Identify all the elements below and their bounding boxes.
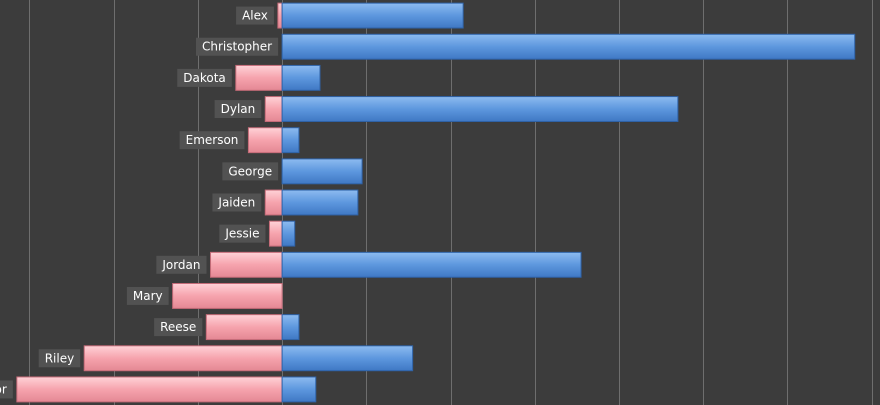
bar-negative bbox=[264, 189, 283, 216]
bar-positive bbox=[281, 376, 317, 403]
bar-negative bbox=[172, 283, 283, 309]
bar-negative bbox=[235, 64, 283, 91]
category-label-text: Christopher bbox=[202, 40, 272, 54]
label-box bbox=[212, 193, 262, 212]
category-label: Alex bbox=[236, 6, 274, 25]
label-box bbox=[126, 286, 169, 305]
category-label-text: Mary bbox=[133, 289, 163, 303]
bar-negative bbox=[210, 251, 283, 278]
category-label: Jordan bbox=[156, 255, 207, 274]
label-box bbox=[219, 224, 266, 243]
category-label: Jaiden bbox=[212, 193, 262, 212]
gridlines bbox=[29, 0, 873, 405]
label-box bbox=[177, 68, 232, 87]
category-label: Mary bbox=[126, 286, 169, 305]
bar-positive bbox=[281, 96, 679, 122]
bar-positive bbox=[281, 158, 363, 185]
category-label-text: Taylor bbox=[0, 382, 7, 396]
category-label: Emerson bbox=[179, 131, 245, 150]
label-box bbox=[196, 37, 279, 56]
category-label-text: Dylan bbox=[221, 102, 256, 116]
category-label: George bbox=[222, 162, 279, 181]
bar-positive bbox=[281, 251, 582, 278]
bar-positive bbox=[281, 64, 321, 91]
bar-positive bbox=[281, 2, 464, 29]
label-box bbox=[236, 6, 274, 25]
category-label: Dakota bbox=[177, 68, 232, 87]
bar-negative bbox=[205, 314, 283, 341]
label-box bbox=[156, 255, 207, 274]
category-label-text: Dakota bbox=[183, 71, 226, 85]
category-label-text: Alex bbox=[242, 9, 268, 23]
bar-negative bbox=[83, 345, 283, 372]
category-labels: Alex Christopher Dakota Dylan Emerson George J… bbox=[0, 6, 279, 399]
category-label-text: Jessie bbox=[224, 227, 259, 241]
category-label-text: Emerson bbox=[186, 133, 239, 147]
label-box bbox=[0, 380, 13, 399]
category-label-text: Reese bbox=[160, 320, 196, 334]
bar-positive bbox=[281, 345, 414, 372]
bar-positive bbox=[281, 127, 300, 154]
category-label-text: Jaiden bbox=[217, 196, 255, 210]
bar-negative bbox=[16, 376, 283, 403]
category-label-text: Riley bbox=[45, 351, 75, 365]
bars bbox=[16, 2, 856, 403]
category-label: Taylor bbox=[0, 380, 13, 399]
label-box bbox=[214, 100, 262, 119]
label-box bbox=[222, 162, 279, 181]
category-label: Christopher bbox=[196, 37, 279, 56]
category-label: Riley bbox=[38, 349, 81, 368]
bar-negative bbox=[277, 2, 283, 29]
category-label-text: Jordan bbox=[161, 258, 200, 272]
label-box bbox=[179, 131, 245, 150]
bar-positive bbox=[281, 33, 856, 60]
category-label-text: George bbox=[228, 164, 272, 178]
category-label: Jessie bbox=[219, 224, 266, 243]
category-label: Dylan bbox=[214, 100, 262, 119]
bar-negative bbox=[268, 220, 283, 247]
label-box bbox=[38, 349, 81, 368]
bar-negative bbox=[264, 96, 283, 122]
bar-positive bbox=[281, 314, 300, 341]
label-box bbox=[154, 318, 203, 337]
bar-negative bbox=[247, 127, 283, 154]
category-label: Reese bbox=[154, 318, 203, 337]
bar-positive bbox=[281, 220, 296, 247]
bar-positive bbox=[281, 189, 359, 216]
